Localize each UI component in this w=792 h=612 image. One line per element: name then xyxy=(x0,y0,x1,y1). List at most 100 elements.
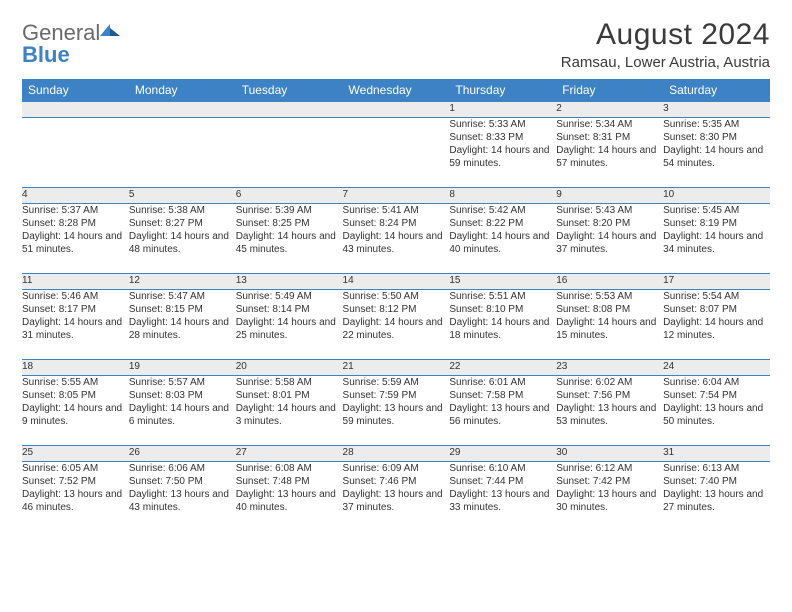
sunrise-text: Sunrise: 5:35 AM xyxy=(663,118,770,131)
day-info-cell: Sunrise: 6:05 AMSunset: 7:52 PMDaylight:… xyxy=(22,462,129,532)
sunset-text: Sunset: 8:14 PM xyxy=(236,303,343,316)
day-number-cell: 12 xyxy=(129,274,236,290)
daylight-text: Daylight: 13 hours and 33 minutes. xyxy=(449,488,556,514)
day-info-cell: Sunrise: 6:02 AMSunset: 7:56 PMDaylight:… xyxy=(556,376,663,446)
brand-mark-icon xyxy=(100,20,122,45)
day-number-row: 123 xyxy=(22,102,770,118)
daylight-text: Daylight: 14 hours and 18 minutes. xyxy=(449,316,556,342)
day-number-cell: 18 xyxy=(22,360,129,376)
sunset-text: Sunset: 7:54 PM xyxy=(663,389,770,402)
day-number-cell: 25 xyxy=(22,446,129,462)
day-info-cell: Sunrise: 5:39 AMSunset: 8:25 PMDaylight:… xyxy=(236,204,343,274)
sunset-text: Sunset: 8:30 PM xyxy=(663,131,770,144)
day-info-cell: Sunrise: 6:01 AMSunset: 7:58 PMDaylight:… xyxy=(449,376,556,446)
day-info-cell: Sunrise: 5:35 AMSunset: 8:30 PMDaylight:… xyxy=(663,118,770,188)
sunset-text: Sunset: 8:24 PM xyxy=(343,217,450,230)
day-info-cell: Sunrise: 5:54 AMSunset: 8:07 PMDaylight:… xyxy=(663,290,770,360)
sunrise-text: Sunrise: 6:06 AM xyxy=(129,462,236,475)
daylight-text: Daylight: 14 hours and 25 minutes. xyxy=(236,316,343,342)
day-info-cell: Sunrise: 5:47 AMSunset: 8:15 PMDaylight:… xyxy=(129,290,236,360)
daylight-text: Daylight: 14 hours and 12 minutes. xyxy=(663,316,770,342)
sunset-text: Sunset: 8:15 PM xyxy=(129,303,236,316)
daylight-text: Daylight: 13 hours and 56 minutes. xyxy=(449,402,556,428)
sunset-text: Sunset: 8:03 PM xyxy=(129,389,236,402)
sunset-text: Sunset: 8:01 PM xyxy=(236,389,343,402)
daylight-text: Daylight: 13 hours and 53 minutes. xyxy=(556,402,663,428)
daylight-text: Daylight: 14 hours and 34 minutes. xyxy=(663,230,770,256)
day-info-cell xyxy=(22,118,129,188)
daylight-text: Daylight: 13 hours and 40 minutes. xyxy=(236,488,343,514)
sunrise-text: Sunrise: 5:47 AM xyxy=(129,290,236,303)
sunset-text: Sunset: 8:07 PM xyxy=(663,303,770,316)
daylight-text: Daylight: 14 hours and 45 minutes. xyxy=(236,230,343,256)
day-number-cell xyxy=(129,102,236,118)
day-info-cell: Sunrise: 6:12 AMSunset: 7:42 PMDaylight:… xyxy=(556,462,663,532)
day-number-cell xyxy=(343,102,450,118)
day-info-cell: Sunrise: 6:09 AMSunset: 7:46 PMDaylight:… xyxy=(343,462,450,532)
day-info-cell: Sunrise: 5:59 AMSunset: 7:59 PMDaylight:… xyxy=(343,376,450,446)
sunset-text: Sunset: 7:48 PM xyxy=(236,475,343,488)
day-number-cell xyxy=(22,102,129,118)
calendar-body: 123Sunrise: 5:33 AMSunset: 8:33 PMDaylig… xyxy=(22,102,770,532)
day-number-cell: 15 xyxy=(449,274,556,290)
brand-logo: GeneralBlue xyxy=(22,18,122,66)
sunset-text: Sunset: 7:44 PM xyxy=(449,475,556,488)
sunset-text: Sunset: 7:40 PM xyxy=(663,475,770,488)
sunset-text: Sunset: 8:19 PM xyxy=(663,217,770,230)
sunset-text: Sunset: 8:28 PM xyxy=(22,217,129,230)
day-number-cell: 7 xyxy=(343,188,450,204)
day-number-cell: 31 xyxy=(663,446,770,462)
sunrise-text: Sunrise: 5:45 AM xyxy=(663,204,770,217)
day-info-cell: Sunrise: 6:13 AMSunset: 7:40 PMDaylight:… xyxy=(663,462,770,532)
day-number-cell: 4 xyxy=(22,188,129,204)
day-number-cell: 29 xyxy=(449,446,556,462)
day-number-cell: 1 xyxy=(449,102,556,118)
sunset-text: Sunset: 8:33 PM xyxy=(449,131,556,144)
daylight-text: Daylight: 14 hours and 48 minutes. xyxy=(129,230,236,256)
daylight-text: Daylight: 13 hours and 27 minutes. xyxy=(663,488,770,514)
day-number-cell: 9 xyxy=(556,188,663,204)
day-number-cell: 27 xyxy=(236,446,343,462)
day-number-row: 18192021222324 xyxy=(22,360,770,376)
sunrise-text: Sunrise: 5:50 AM xyxy=(343,290,450,303)
sunset-text: Sunset: 8:22 PM xyxy=(449,217,556,230)
sunrise-text: Sunrise: 6:08 AM xyxy=(236,462,343,475)
sunset-text: Sunset: 7:59 PM xyxy=(343,389,450,402)
day-number-cell: 30 xyxy=(556,446,663,462)
weekday-header: Monday xyxy=(129,79,236,102)
weekday-header: Wednesday xyxy=(343,79,450,102)
day-info-cell xyxy=(236,118,343,188)
day-number-row: 11121314151617 xyxy=(22,274,770,290)
day-info-cell: Sunrise: 5:51 AMSunset: 8:10 PMDaylight:… xyxy=(449,290,556,360)
daylight-text: Daylight: 14 hours and 15 minutes. xyxy=(556,316,663,342)
daylight-text: Daylight: 14 hours and 6 minutes. xyxy=(129,402,236,428)
day-info-cell: Sunrise: 5:57 AMSunset: 8:03 PMDaylight:… xyxy=(129,376,236,446)
sunrise-text: Sunrise: 5:59 AM xyxy=(343,376,450,389)
day-info-cell: Sunrise: 5:46 AMSunset: 8:17 PMDaylight:… xyxy=(22,290,129,360)
day-number-cell: 13 xyxy=(236,274,343,290)
day-info-row: Sunrise: 5:33 AMSunset: 8:33 PMDaylight:… xyxy=(22,118,770,188)
daylight-text: Daylight: 13 hours and 43 minutes. xyxy=(129,488,236,514)
daylight-text: Daylight: 14 hours and 22 minutes. xyxy=(343,316,450,342)
day-info-cell: Sunrise: 5:55 AMSunset: 8:05 PMDaylight:… xyxy=(22,376,129,446)
day-number-cell: 26 xyxy=(129,446,236,462)
daylight-text: Daylight: 14 hours and 54 minutes. xyxy=(663,144,770,170)
day-info-cell xyxy=(343,118,450,188)
day-number-cell: 23 xyxy=(556,360,663,376)
day-info-cell: Sunrise: 6:04 AMSunset: 7:54 PMDaylight:… xyxy=(663,376,770,446)
calendar-table: Sunday Monday Tuesday Wednesday Thursday… xyxy=(22,79,770,532)
sunrise-text: Sunrise: 5:43 AM xyxy=(556,204,663,217)
sunset-text: Sunset: 7:56 PM xyxy=(556,389,663,402)
day-info-cell: Sunrise: 6:08 AMSunset: 7:48 PMDaylight:… xyxy=(236,462,343,532)
day-info-row: Sunrise: 6:05 AMSunset: 7:52 PMDaylight:… xyxy=(22,462,770,532)
daylight-text: Daylight: 14 hours and 37 minutes. xyxy=(556,230,663,256)
sunset-text: Sunset: 8:25 PM xyxy=(236,217,343,230)
sunrise-text: Sunrise: 5:54 AM xyxy=(663,290,770,303)
sunset-text: Sunset: 8:05 PM xyxy=(22,389,129,402)
title-block: August 2024 Ramsau, Lower Austria, Austr… xyxy=(561,18,770,71)
daylight-text: Daylight: 13 hours and 59 minutes. xyxy=(343,402,450,428)
daylight-text: Daylight: 14 hours and 57 minutes. xyxy=(556,144,663,170)
sunrise-text: Sunrise: 5:55 AM xyxy=(22,376,129,389)
day-number-cell: 11 xyxy=(22,274,129,290)
day-number-cell: 2 xyxy=(556,102,663,118)
